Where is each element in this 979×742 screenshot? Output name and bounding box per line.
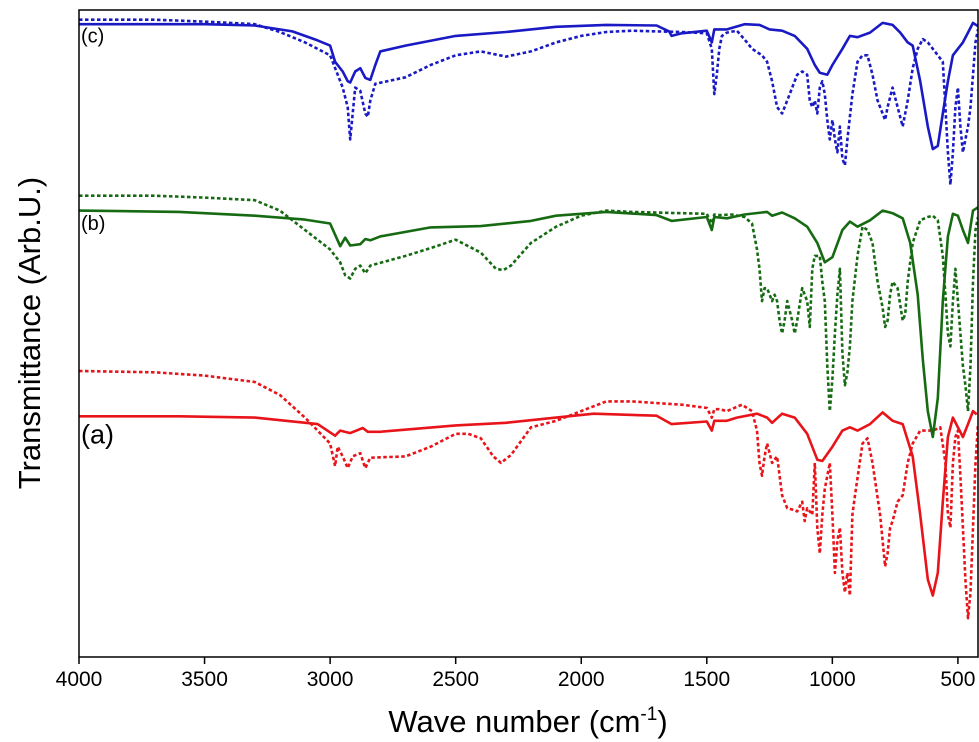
x-axis-ticks: 4000 3500 3000 2500 2000 1500 1000 500 <box>56 657 975 691</box>
x-tick-label: 1000 <box>809 668 856 691</box>
series-line-a-dotted <box>79 369 978 620</box>
plot-frame <box>78 9 979 658</box>
series-line-c-solid <box>79 21 978 151</box>
x-axis-title: Wave number (cm-1) <box>388 704 667 739</box>
series-line-b-solid <box>79 206 978 439</box>
curve-labels: (a) (b) (c) <box>81 25 114 449</box>
curve-label-b: (b) <box>81 213 105 235</box>
y-axis-title: Transmittance (Arb.U.) <box>12 177 47 489</box>
x-tick-label: 3500 <box>181 668 228 691</box>
series-line-c-dotted <box>79 18 978 186</box>
x-tick-label: 500 <box>940 668 975 691</box>
series-line-b-dotted <box>79 194 978 413</box>
x-tick-label: 2000 <box>558 668 605 691</box>
curve-label-a: (a) <box>81 419 114 449</box>
x-tick-label: 1500 <box>683 668 730 691</box>
curve-label-c: (c) <box>81 25 104 47</box>
series-layer <box>79 18 978 620</box>
series-line-a-solid <box>79 409 978 597</box>
x-tick-label: 3000 <box>307 668 354 691</box>
x-tick-label: 4000 <box>56 668 103 691</box>
x-tick-label: 2500 <box>432 668 479 691</box>
